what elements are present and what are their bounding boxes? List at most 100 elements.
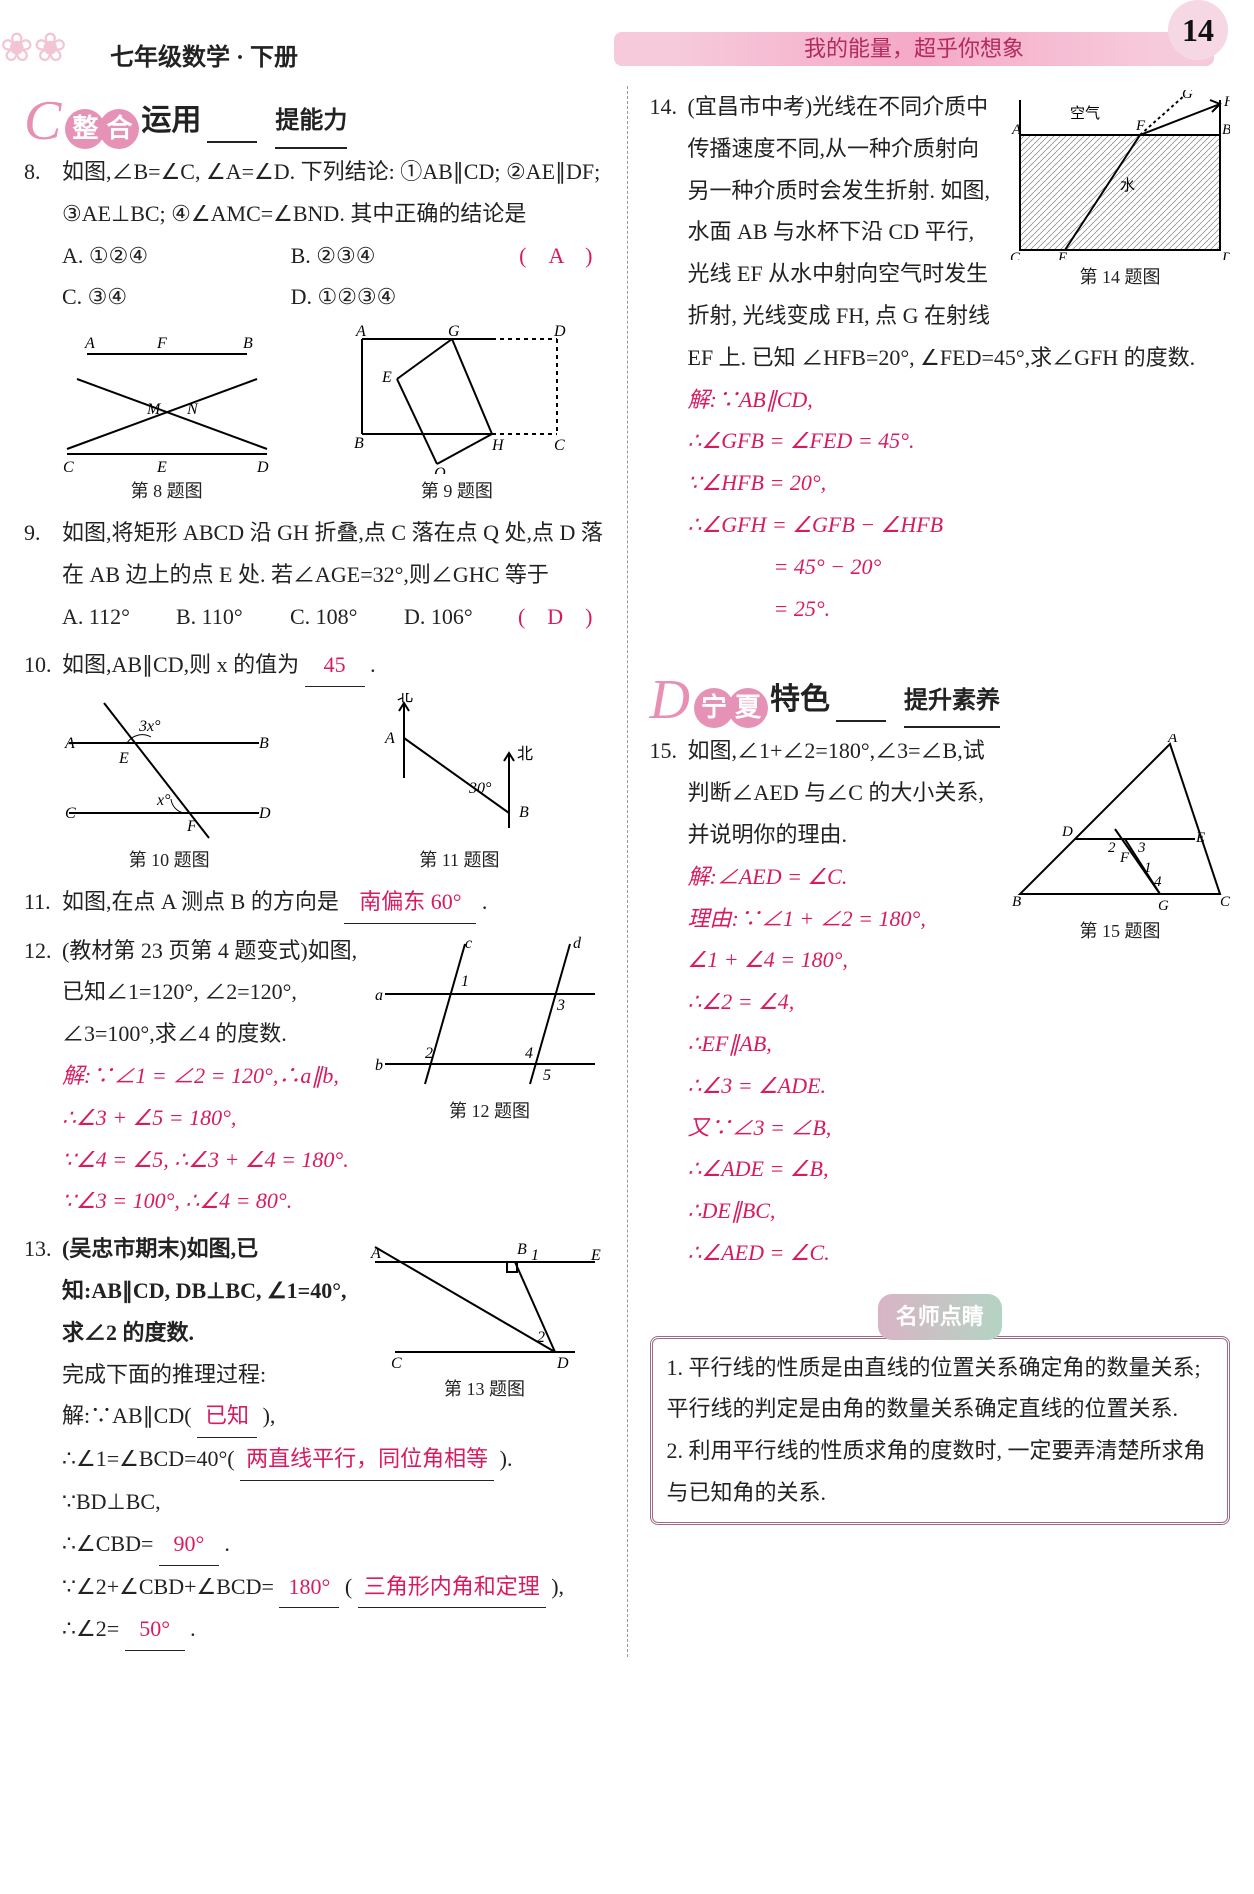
svg-text:空气: 空气 — [1070, 105, 1100, 122]
q8-number: 8. — [24, 151, 41, 193]
q13-text: (吴忠市期末)如图,已知:AB∥CD, DB⊥BC, ∠1=40°,求∠2 的度… — [62, 1236, 347, 1345]
q14-sol-5: = 45° − 20° — [688, 546, 1231, 588]
q9-text: 如图,将矩形 ABCD 沿 GH 折叠,点 C 落在点 Q 处,点 D 落在 A… — [62, 520, 603, 587]
svg-text:3: 3 — [1137, 840, 1146, 856]
q9-opt-a: A. 112° — [62, 596, 176, 638]
svg-text:3: 3 — [556, 997, 565, 1014]
question-11: 11. 如图,在点 A 测点 B 的方向是 南偏东 60° . — [24, 881, 605, 924]
svg-text:b: b — [375, 1057, 383, 1074]
figure-q11: 北 北 A B 30° 第 11 题图 — [349, 693, 569, 877]
svg-text:E: E — [1195, 830, 1205, 846]
q10-answer-blank: 45 — [305, 644, 365, 687]
svg-text:E: E — [1057, 250, 1067, 260]
q11-text: 如图,在点 A 测点 B 的方向是 — [62, 889, 339, 914]
q14-sol-3: ∵∠HFB = 20°, — [688, 462, 1231, 504]
book-title: 七年级数学 · 下册 — [110, 36, 298, 82]
q12-sol-4: ∵∠3 = 100°, ∴∠4 = 80°. — [62, 1180, 605, 1222]
svg-text:北: 北 — [397, 693, 413, 705]
q15-sol-7: 又∵∠3 = ∠B, — [688, 1107, 1231, 1149]
q10-fig-caption: 第 10 题图 — [59, 843, 279, 877]
svg-text:A: A — [1011, 122, 1022, 138]
q15-fig-caption: 第 15 题图 — [1010, 914, 1230, 948]
section-c-heading: C 整 合 运用 提能力 — [24, 92, 605, 149]
svg-text:5: 5 — [543, 1067, 551, 1084]
svg-text:a: a — [375, 987, 383, 1004]
svg-text:G: G — [1158, 898, 1169, 914]
figure-q12: ab cd 13 254 第 12 题图 — [375, 934, 605, 1128]
q10-text: 如图,AB∥CD,则 x 的值为 — [62, 652, 299, 677]
svg-text:F: F — [156, 335, 167, 352]
figure-q8: AFB MN CED 第 8 题图 — [57, 324, 277, 508]
q13-blank-1: 已知 — [197, 1395, 257, 1438]
q13-blank-6: 50° — [125, 1608, 185, 1651]
svg-text:3x°: 3x° — [138, 718, 161, 735]
svg-text:1: 1 — [531, 1247, 539, 1264]
svg-text:D: D — [258, 805, 271, 822]
q11-number: 11. — [24, 881, 51, 923]
q8-opt-d: D. ①②③④ — [291, 276, 520, 318]
q14-sol-1: 解:∵AB∥CD, — [688, 379, 1231, 421]
q11-fig-caption: 第 11 题图 — [349, 843, 569, 877]
figure-q13: ABE CD 12 第 13 题图 — [365, 1232, 605, 1406]
question-8: 8. 如图,∠B=∠C, ∠A=∠D. 下列结论: ①AB∥CD; ②AE∥DF… — [24, 151, 605, 318]
q15-sol-6: ∴∠3 = ∠ADE. — [688, 1065, 1231, 1107]
svg-text:B: B — [517, 1241, 527, 1258]
svg-text:C: C — [65, 805, 76, 822]
svg-text:A: A — [370, 1245, 381, 1262]
section-c-subtitle: 提能力 — [275, 99, 347, 149]
section-d-subtitle: 提升素养 — [904, 679, 1000, 729]
q9-opt-b: B. 110° — [176, 596, 290, 638]
section-d-title: 特色 — [770, 671, 830, 728]
svg-text:30°: 30° — [468, 780, 492, 797]
svg-text:C: C — [1220, 894, 1230, 910]
tips-item-2: 2. 利用平行线的性质求角的度数时, 一定要弄清楚所求角与已知角的关系. — [667, 1430, 1214, 1514]
q9-answer: ( D ) — [518, 596, 593, 638]
svg-text:Q: Q — [434, 465, 446, 474]
svg-text:1: 1 — [1144, 860, 1152, 876]
svg-text:G: G — [1182, 90, 1193, 102]
question-9: 9. 如图,将矩形 ABCD 沿 GH 折叠,点 C 落在点 Q 处,点 D 落… — [24, 512, 605, 637]
section-c-title: 运用 — [141, 92, 201, 149]
q13-number: 13. — [24, 1228, 52, 1270]
q13-blank-3: 90° — [159, 1523, 219, 1566]
svg-text:4: 4 — [1154, 874, 1162, 890]
svg-text:1: 1 — [461, 973, 469, 990]
svg-text:2: 2 — [537, 1329, 545, 1346]
svg-text:F: F — [186, 818, 197, 835]
figure-q15: A BC DE FG 23 14 第 15 题图 — [1010, 734, 1230, 948]
q12-number: 12. — [24, 930, 52, 972]
svg-text:B: B — [519, 804, 529, 821]
q14-sol-6: = 25°. — [688, 588, 1231, 630]
q9-number: 9. — [24, 512, 41, 554]
q14-fig-caption: 第 14 题图 — [1010, 260, 1230, 294]
q13-blank-4: 180° — [279, 1566, 339, 1609]
q8-fig-caption: 第 8 题图 — [57, 474, 277, 508]
section-letter-d: D — [650, 672, 690, 728]
page-header: ❀❀ 七年级数学 · 下册 我的能量，超乎你想象 14 — [0, 0, 1254, 80]
q13-blank-2: 两直线平行，同位角相等 — [240, 1438, 494, 1481]
q12-fig-caption: 第 12 题图 — [375, 1094, 605, 1128]
q9-opt-c: C. 108° — [290, 596, 404, 638]
svg-text:北: 北 — [517, 745, 533, 763]
q8-text: 如图,∠B=∠C, ∠A=∠D. 下列结论: ①AB∥CD; ②AE∥DF; ③… — [62, 159, 600, 226]
svg-text:A: A — [384, 730, 395, 747]
section-d-heading: D 宁 夏 特色 提升素养 — [650, 671, 1231, 728]
svg-text:C: C — [1010, 250, 1021, 260]
question-15: 15. A BC DE FG — [650, 730, 1231, 1273]
pill-he: 合 — [99, 109, 139, 149]
q8-opt-a: A. ①②④ — [62, 235, 291, 277]
header-flourish-icon: ❀❀ — [0, 10, 90, 60]
tips-heading: 名师点睛 — [650, 1294, 1231, 1340]
figure-q9: AGD E BHC Q 第 9 题图 — [342, 324, 572, 508]
q9-fig-caption: 第 9 题图 — [342, 474, 572, 508]
q14-sol-2: ∴∠GFB = ∠FED = 45°. — [688, 420, 1231, 462]
svg-text:E: E — [590, 1247, 601, 1264]
svg-text:D: D — [1221, 250, 1230, 260]
q8-opt-c: C. ③④ — [62, 276, 291, 318]
q8-opt-b: B. ②③④ — [291, 235, 520, 277]
svg-text:B: B — [1222, 122, 1230, 138]
tips-box: 1. 平行线的性质是由直线的位置关系确定角的数量关系; 平行线的判定是由角的数量… — [650, 1336, 1231, 1525]
q15-sol-10: ∴∠AED = ∠C. — [688, 1232, 1231, 1274]
section-letter-c: C — [24, 93, 61, 149]
question-12: 12. ab cd 13 254 — [24, 930, 605, 1223]
